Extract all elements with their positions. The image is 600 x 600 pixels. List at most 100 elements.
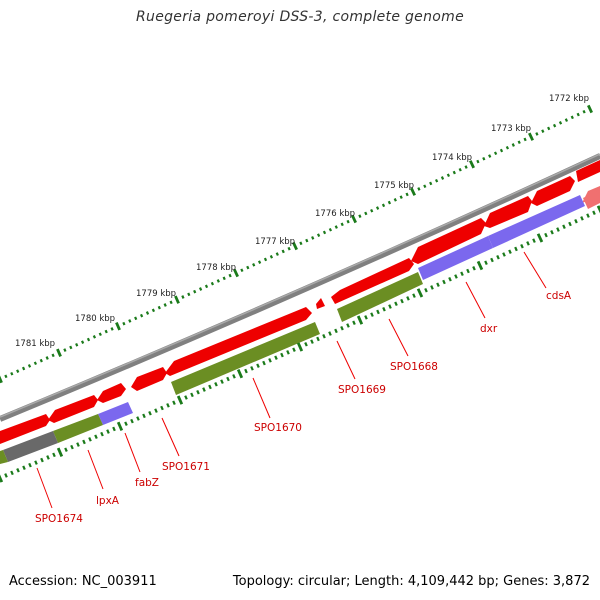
minor-tick [226,376,230,382]
minor-tick [505,145,510,150]
minor-tick [27,364,32,368]
gene-arrow[interactable] [0,414,50,444]
minor-tick [181,295,185,299]
gene-arrow[interactable] [331,258,414,304]
minor-tick [511,143,515,147]
minor-tick [460,271,464,277]
minor-tick [190,392,194,398]
gene-label-dxr[interactable]: dxr [480,323,498,335]
minor-tick [535,132,539,136]
minor-tick [94,434,98,440]
gene-label-SPO1668[interactable]: SPO1668 [390,361,438,373]
minor-tick [39,358,43,363]
minor-tick [222,276,226,281]
minor-tick [80,340,85,344]
minor-tick [562,224,566,230]
minor-tick [292,347,296,352]
minor-tick [216,279,220,283]
minor-tick [63,348,67,352]
minor-tick [520,243,524,249]
minor-tick [580,216,584,221]
gene-label-SPO1669[interactable]: SPO1669 [338,384,386,396]
minor-tick [316,233,321,238]
minor-tick [100,431,104,437]
gene-arrow[interactable] [484,196,532,228]
minor-tick [228,273,232,278]
minor-tick [45,356,49,360]
minor-tick [328,227,333,232]
minor-tick [145,311,150,315]
minor-tick [98,332,102,337]
minor-tick [76,442,80,447]
minor-tick [304,342,308,347]
map-title: Ruegeria pomeroyi DSS-3, complete genome [136,9,464,25]
minor-tick [499,148,504,153]
gene-label-lpxA[interactable]: lpxA [96,495,120,507]
minor-tick [252,263,256,267]
leader-line [252,377,271,419]
gene-arrow[interactable] [48,395,98,423]
minor-tick [262,360,266,366]
minor-tick [10,371,14,376]
minor-tick [250,366,254,371]
minor-tick [246,265,250,270]
gene-arrow[interactable] [97,383,126,403]
major-tick [356,315,364,325]
minor-tick [130,418,134,424]
minor-tick [482,156,486,161]
minor-tick [110,327,114,331]
gene-arrow[interactable] [411,218,486,264]
minor-tick [430,285,434,290]
ruler-labels: 1772 kbp 1773 kbp 1774 kbp 1775 kbp 1776… [15,94,589,349]
major-tick [596,205,600,214]
category-block [98,402,133,425]
minor-tick [128,319,132,323]
minor-tick [452,170,456,175]
gene-labels: cdsA dxr SPO1668 SPO1669 SPO1670 SPO1671… [35,290,572,525]
minor-tick [268,358,272,363]
minor-tick [381,203,386,208]
minor-tick [340,325,344,331]
gene-label-fabZ[interactable]: fabZ [135,477,159,489]
minor-tick [148,410,152,416]
gene-arrow[interactable] [165,307,312,376]
minor-tick [558,121,563,125]
minor-tick [142,413,146,419]
minor-tick [400,298,404,304]
minor-tick [328,331,332,336]
minor-tick [434,178,439,183]
major-tick [115,322,121,331]
minor-tick [417,187,421,191]
minor-tick [10,470,14,476]
ruler-dots [0,104,593,384]
gene-arrow[interactable] [131,367,167,391]
major-tick [469,160,475,169]
genome-stats-text: Topology: circular; Length: 4,109,442 bp… [232,574,590,589]
major-tick [476,260,484,271]
gene-arrow[interactable] [316,298,325,309]
gene-label-SPO1674[interactable]: SPO1674 [35,513,83,525]
minor-tick [346,219,350,224]
gene-arrow[interactable] [531,176,575,206]
minor-tick [488,154,492,158]
minor-tick [310,339,314,344]
gene-label-SPO1671[interactable]: SPO1671 [162,461,210,473]
gene-arrow[interactable] [576,160,600,182]
major-tick [587,104,593,114]
genome-backbone [0,153,600,422]
minor-tick [340,222,344,227]
minor-tick [514,246,518,252]
gene-label-SPO1670[interactable]: SPO1670 [254,422,302,434]
major-tick [351,214,357,224]
minor-tick [51,353,55,358]
minor-tick [172,400,176,406]
minor-tick [34,460,38,465]
gene-leader-lines [36,251,547,509]
minor-tick [305,238,309,243]
minor-tick [458,167,462,172]
minor-tick [240,268,244,273]
major-tick [174,295,180,304]
gene-label-cdsA[interactable]: cdsA [546,290,572,302]
leader-line [87,449,104,490]
